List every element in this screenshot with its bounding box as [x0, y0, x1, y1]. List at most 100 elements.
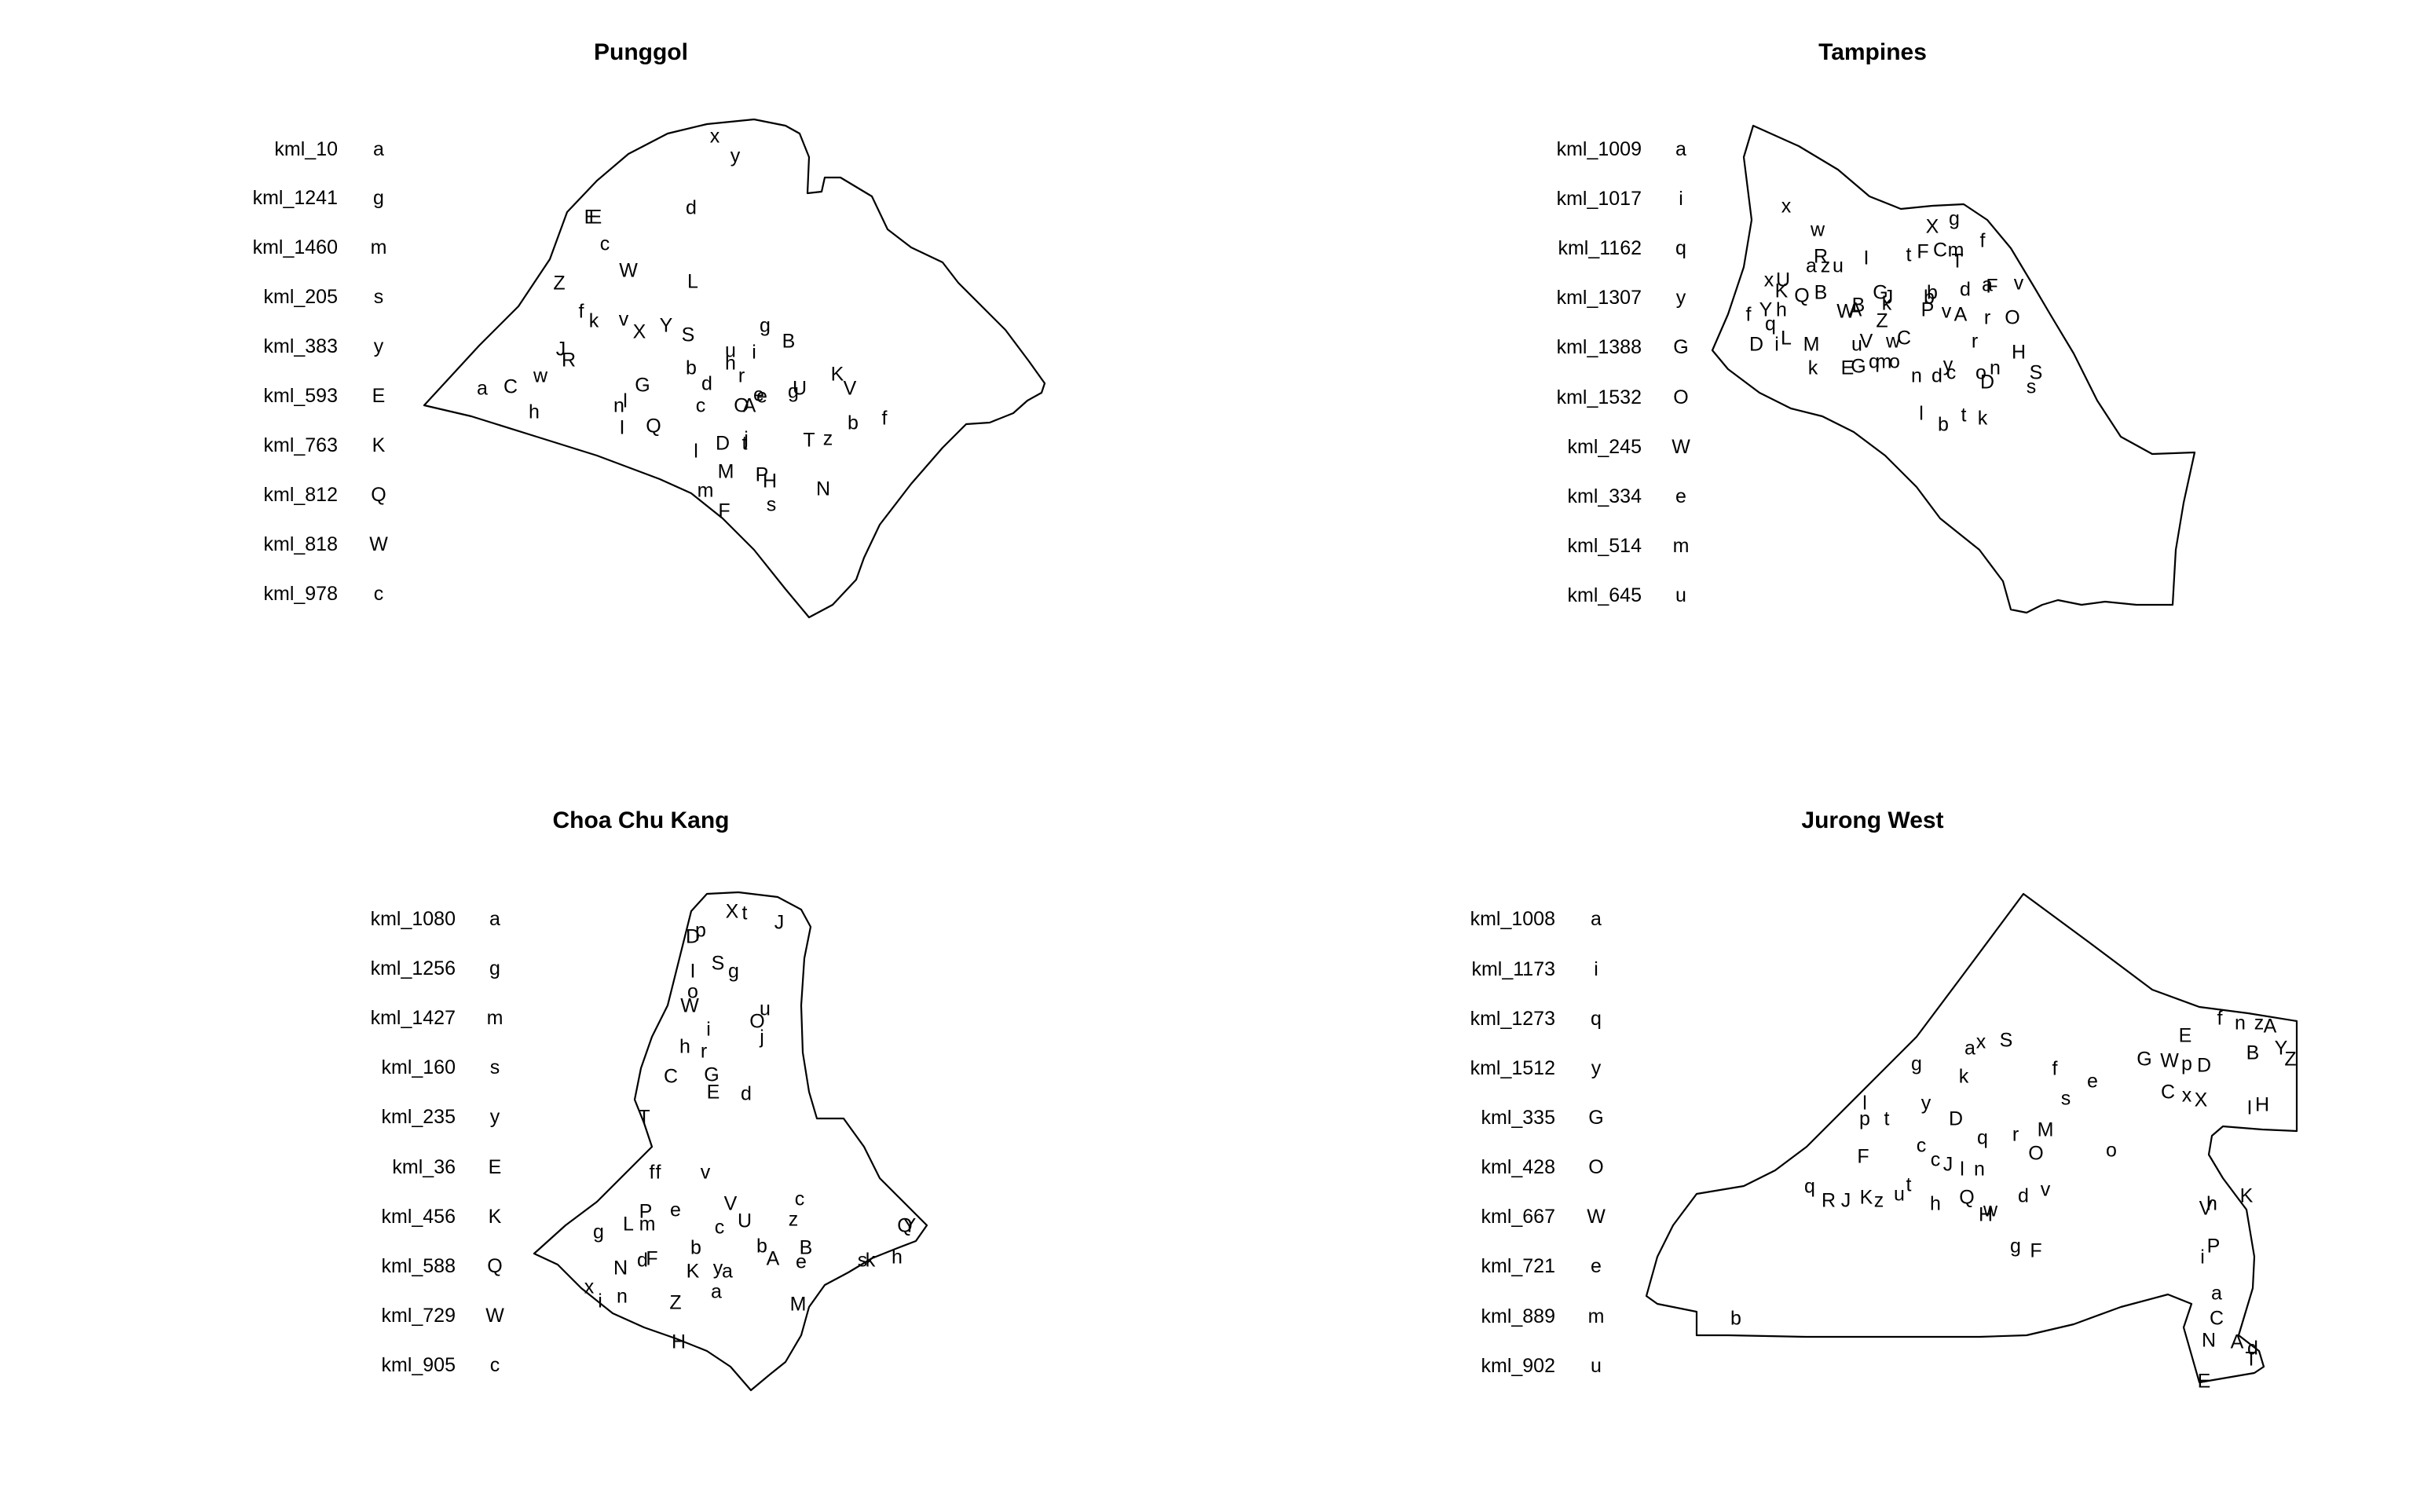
legend-key: kml_889	[1481, 1305, 1556, 1327]
point-marker: T	[638, 1107, 650, 1129]
point-marker: Q	[1959, 1187, 1974, 1209]
legend-code: O	[1673, 386, 1688, 408]
point-marker: u	[1894, 1184, 1905, 1206]
legend-key: kml_1080	[371, 908, 456, 930]
legend-code: a	[1675, 138, 1686, 160]
point-marker: U	[793, 378, 807, 400]
point-marker: h	[1930, 1193, 1941, 1215]
point-marker: J	[1943, 1154, 1953, 1176]
point-marker: L	[623, 1214, 634, 1236]
legend-code: G	[1588, 1107, 1603, 1129]
point-marker: S	[712, 953, 725, 975]
legend-code: W	[369, 533, 388, 555]
point-marker: G	[704, 1064, 719, 1086]
point-marker: h	[679, 1036, 690, 1058]
point-marker: o	[687, 981, 698, 1003]
point-marker: P	[1921, 299, 1935, 321]
legend-key: kml_905	[382, 1354, 456, 1376]
point-marker: w	[1810, 219, 1825, 241]
point-marker: t	[742, 433, 748, 455]
point-marker: B	[1814, 282, 1828, 304]
point-marker: E	[2198, 1371, 2211, 1393]
legend-code: q	[1591, 1008, 1602, 1030]
region-outline	[533, 891, 928, 1392]
legend-code: y	[374, 335, 384, 357]
point-marker: B	[782, 331, 796, 353]
point-marker: F	[1986, 276, 1997, 298]
point-marker: S	[2030, 362, 2043, 384]
point-marker: p	[695, 920, 706, 942]
legend-key: kml_1173	[1471, 958, 1555, 980]
point-marker: z	[1821, 255, 1831, 277]
point-marker: W	[1836, 301, 1855, 323]
point-marker: o	[2106, 1140, 2117, 1162]
point-marker: m	[639, 1214, 656, 1236]
point-marker: A	[743, 395, 756, 417]
point-marker: q	[1869, 351, 1880, 373]
point-marker: s	[858, 1250, 868, 1272]
point-marker: I	[1864, 247, 1869, 269]
point-marker: f	[2052, 1058, 2058, 1080]
point-marker: A	[1954, 304, 1968, 326]
point-marker: h	[1776, 299, 1787, 321]
point-marker: n	[617, 1286, 628, 1308]
point-marker: T	[803, 430, 815, 452]
point-marker: m	[698, 480, 714, 502]
point-marker: v	[1942, 301, 1952, 323]
legend-code: g	[489, 957, 500, 979]
legend: kml_1008 a kml_1173 i kml_1273 q kml_151…	[1470, 908, 1606, 1377]
point-marker: i	[752, 342, 756, 364]
point-marker: o	[1975, 362, 1986, 384]
point-marker: v	[2014, 273, 2024, 295]
point-marker: C	[503, 376, 518, 398]
point-marker: N	[2202, 1330, 2216, 1352]
legend: kml_1080 a kml_1256 g kml_1427 m kml_160…	[371, 908, 505, 1376]
legend-code: E	[372, 385, 386, 407]
point-marker: O	[2005, 307, 2019, 329]
legend-key: kml_1460	[253, 236, 338, 258]
point-marker: q	[1977, 1127, 1988, 1149]
point-marker: g	[728, 961, 739, 983]
legend-code: Q	[371, 484, 386, 506]
point-marker: u	[1851, 334, 1862, 356]
point-marker: H	[763, 470, 777, 492]
point-marker: u	[760, 998, 771, 1020]
legend-code: y	[1676, 287, 1686, 309]
point-marker: g	[760, 315, 771, 337]
legend-key: kml_645	[1568, 584, 1642, 606]
point-marker: g	[2010, 1236, 2021, 1258]
point-marker: b	[1924, 287, 1935, 309]
point-marker: J	[556, 339, 566, 361]
legend-key: kml_1009	[1557, 138, 1642, 160]
point-marker: X	[1926, 216, 1939, 238]
point-marker: D	[1949, 1108, 1963, 1130]
legend-key: kml_334	[1568, 485, 1642, 507]
legend-key: kml_812	[264, 484, 339, 506]
point-marker: R	[562, 350, 576, 372]
legend-code: i	[1594, 958, 1598, 980]
point-marker: f	[656, 1162, 661, 1184]
point-marker: K	[1775, 280, 1789, 302]
point-marker: d	[2018, 1185, 2029, 1207]
point-marker: k	[589, 310, 599, 332]
point-marker: z	[2254, 1012, 2265, 1034]
point-marker: Y	[1759, 299, 1773, 321]
point-marker: E	[589, 207, 602, 229]
point-marker: b	[1938, 414, 1949, 436]
legend-key: kml_1008	[1470, 908, 1555, 930]
point-marker: Z	[1876, 310, 1888, 332]
point-marker: D	[1980, 372, 1994, 394]
point-marker: a	[477, 378, 488, 400]
point-marker: n	[2235, 1012, 2246, 1034]
point-marker: K	[687, 1261, 700, 1283]
point-marker: h	[892, 1247, 903, 1269]
point-marker: j	[743, 428, 749, 450]
point-marker: d	[686, 197, 697, 219]
point-marker: I	[690, 961, 696, 983]
legend-key: kml_593	[264, 385, 339, 407]
point-marker: s	[2061, 1088, 2071, 1110]
legend-code: a	[489, 908, 500, 930]
point-marker: E	[2179, 1025, 2192, 1047]
point-marker: r	[738, 365, 745, 387]
